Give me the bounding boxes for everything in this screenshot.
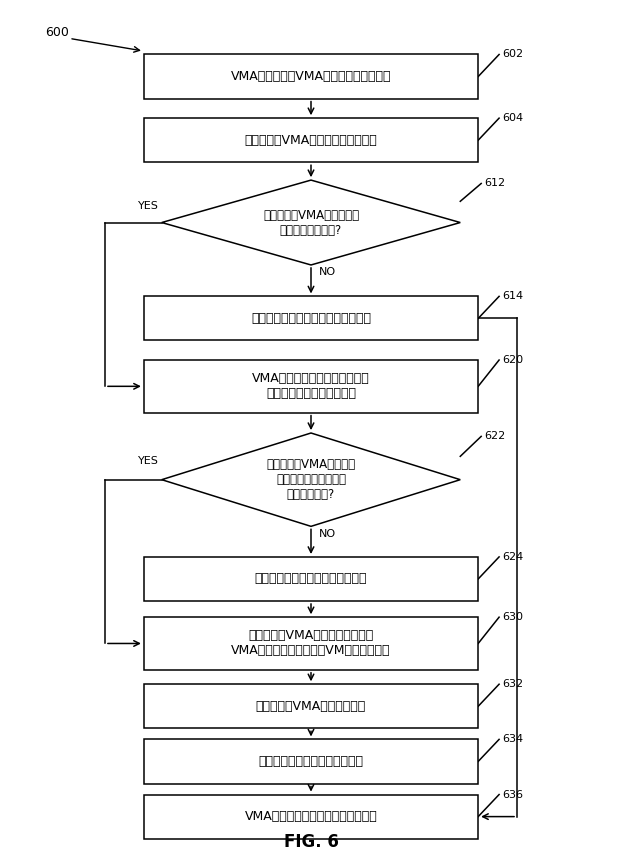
Text: 614: 614 (502, 291, 523, 301)
Text: VMAメモリにおいて利用可能な
メモリ空間をチェックする: VMAメモリにおいて利用可能な メモリ空間をチェックする (252, 372, 370, 400)
Text: 620: 620 (502, 355, 523, 365)
FancyBboxPatch shape (144, 55, 478, 99)
Polygon shape (162, 433, 460, 527)
Text: 更新されたVMAを再登録する: 更新されたVMAを再登録する (256, 700, 366, 713)
Text: 632: 632 (502, 679, 523, 689)
Text: VMAデバイス・サブルーチンに戻る: VMAデバイス・サブルーチンに戻る (244, 810, 378, 823)
Text: NO: NO (318, 267, 336, 277)
Text: 622: 622 (484, 431, 506, 442)
FancyBboxPatch shape (144, 684, 478, 728)
FancyBboxPatch shape (144, 617, 478, 669)
Polygon shape (162, 180, 460, 265)
Text: YES: YES (138, 201, 159, 211)
FancyBboxPatch shape (144, 794, 478, 838)
FancyBboxPatch shape (144, 296, 478, 340)
Text: 636: 636 (502, 790, 523, 799)
Text: 600: 600 (45, 26, 69, 39)
Text: 受信されたVMA修正内容は
検証を通過したか?: 受信されたVMA修正内容は 検証を通過したか? (263, 209, 359, 236)
Text: 630: 630 (502, 612, 523, 622)
Text: 検証されたVMA修正内容
に対して十分なメモリ
空間は在るか?: 検証されたVMA修正内容 に対して十分なメモリ 空間は在るか? (266, 458, 356, 501)
Text: 634: 634 (502, 734, 523, 745)
Text: FIG. 6: FIG. 6 (284, 832, 338, 850)
Text: NO: NO (318, 528, 336, 539)
Text: 612: 612 (484, 178, 505, 189)
Text: VMA修正内容をVMA供給源から受信する: VMA修正内容をVMA供給源から受信する (231, 70, 391, 83)
Text: YES: YES (138, 456, 159, 467)
Text: 検証されたVMA修正内容により、
VMAメモリに対して目標VMＡを更新する: 検証されたVMA修正内容により、 VMAメモリに対して目標VMＡを更新する (231, 630, 391, 657)
FancyBboxPatch shape (144, 118, 478, 162)
Text: 604: 604 (502, 113, 523, 123)
Text: 更新エラー・メッセージを生成する: 更新エラー・メッセージを生成する (251, 312, 371, 325)
Text: 受信されたVMA修正内容を検証する: 受信されたVMA修正内容を検証する (244, 133, 378, 146)
Text: 602: 602 (502, 49, 523, 60)
FancyBboxPatch shape (144, 360, 478, 412)
Text: 624: 624 (502, 552, 523, 562)
Text: 更新完了メッセージを生成する: 更新完了メッセージを生成する (259, 755, 363, 768)
FancyBboxPatch shape (144, 557, 478, 601)
FancyBboxPatch shape (144, 740, 478, 784)
Text: メモリ不足メッセージを生成する: メモリ不足メッセージを生成する (255, 572, 367, 585)
